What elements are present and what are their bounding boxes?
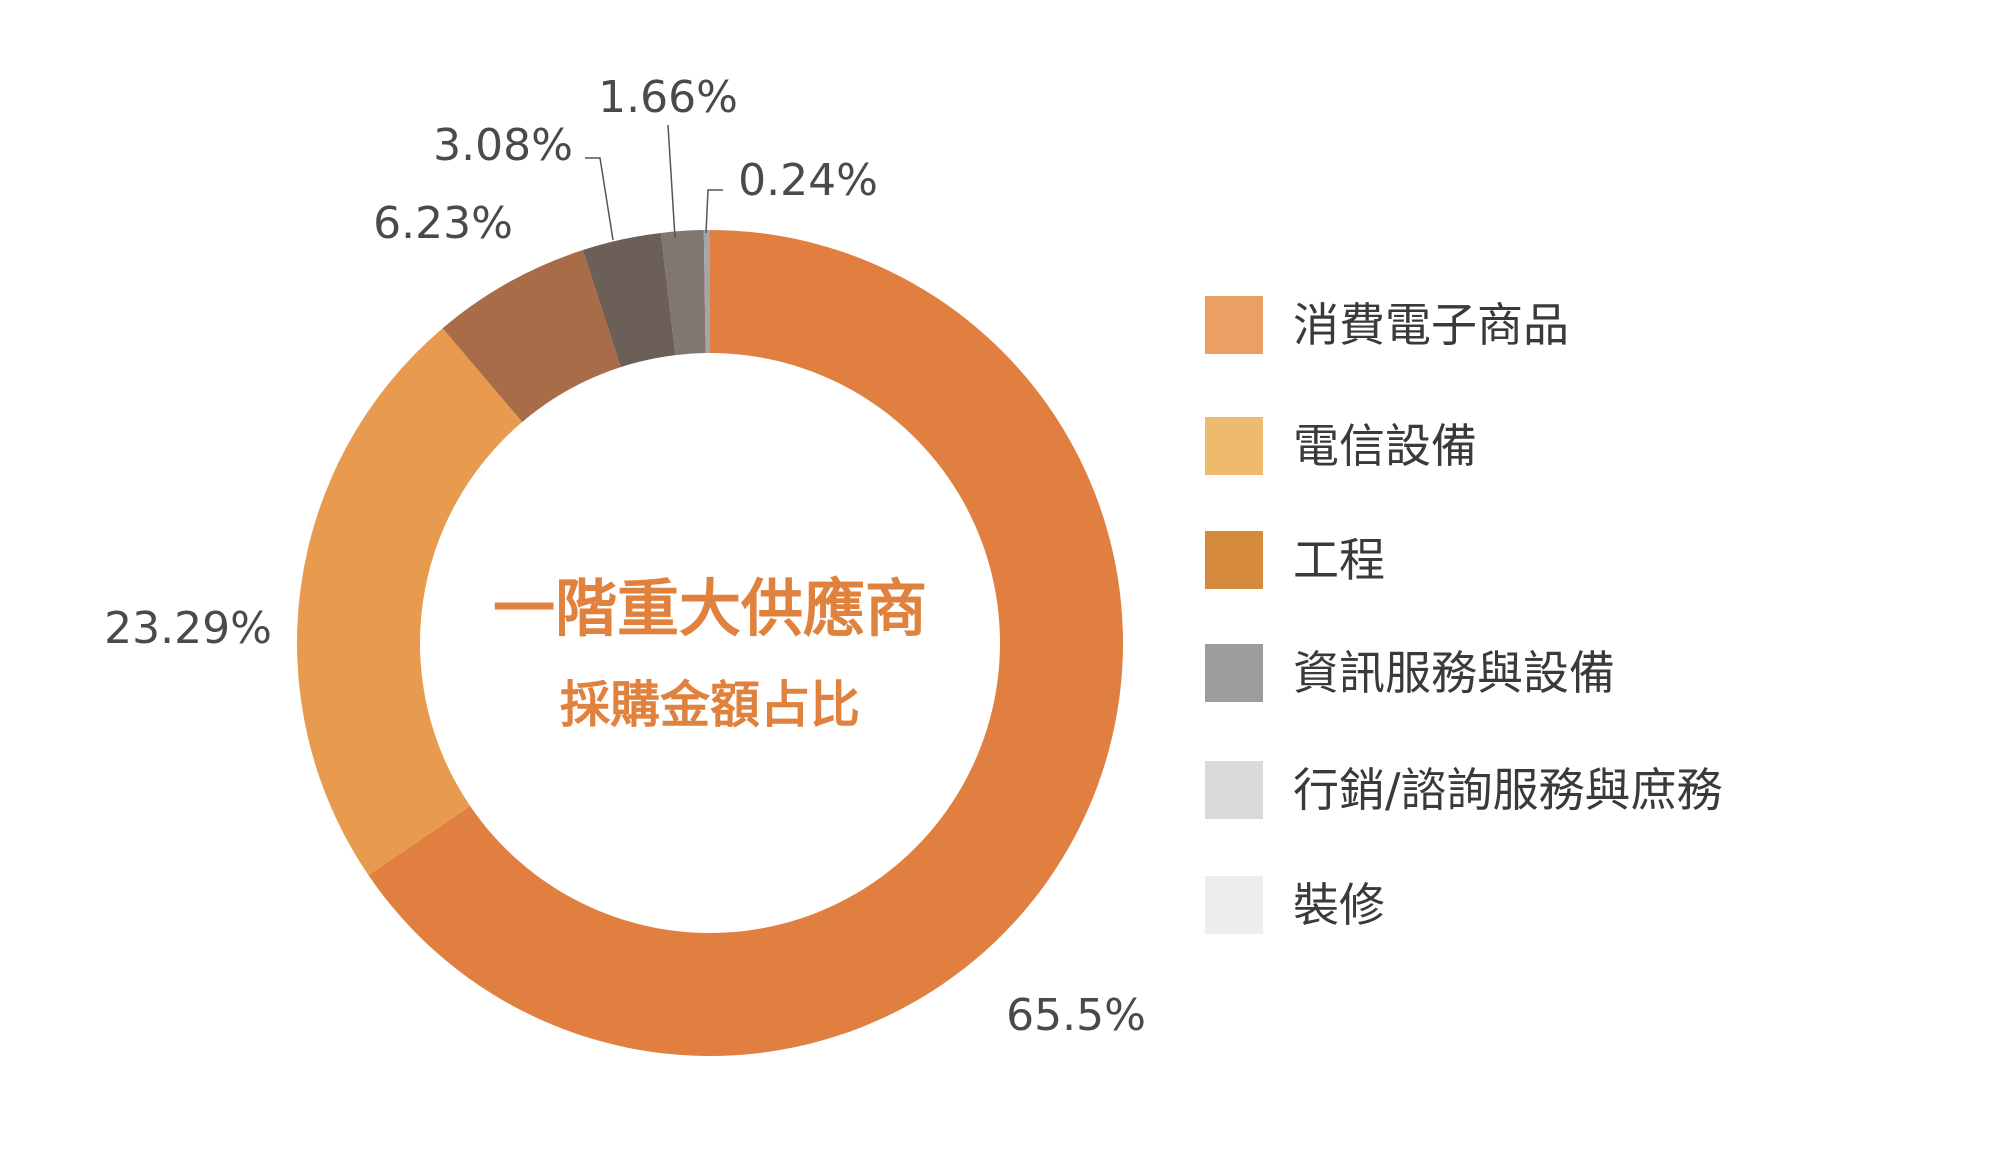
slice-3 [442, 250, 621, 423]
leader-line-6 [705, 189, 723, 234]
center-subtitle: 採購金額占比 [560, 676, 860, 734]
legend-swatch-1 [1205, 296, 1263, 354]
legend-label-5: 行銷/諮詢服務與庶務 [1293, 763, 1723, 817]
slice-4 [582, 232, 676, 368]
legend-label-1: 消費電子商品 [1293, 298, 1569, 352]
donut-slices [297, 230, 1123, 1056]
data-label-1: 65.5% [1006, 990, 1146, 1041]
slice-2 [297, 328, 523, 876]
legend-swatch-4 [1205, 644, 1263, 702]
legend-label-2: 電信設備 [1293, 419, 1477, 473]
data-label-2: 23.29% [104, 603, 272, 654]
legend-label-6: 裝修 [1293, 878, 1385, 932]
data-label-6: 0.24% [738, 155, 878, 206]
slice-6 [703, 230, 710, 354]
legend-swatch-2 [1205, 417, 1263, 475]
legend-label-4: 資訊服務與設備 [1293, 646, 1615, 700]
legend-swatch-5 [1205, 761, 1263, 819]
slice-1 [368, 230, 1123, 1056]
legend-label-3: 工程 [1293, 533, 1385, 587]
data-label-3: 6.23% [373, 198, 513, 249]
slice-5 [660, 230, 706, 356]
leader-line-4 [585, 157, 614, 241]
data-labels: 65.5% 23.29% 6.23% 3.08% 1.66%0.24% [104, 72, 1146, 1041]
legend-swatch-3 [1205, 531, 1263, 589]
center-title: 一階重大供應商 [493, 572, 927, 645]
data-label-4: 3.08% [433, 120, 573, 171]
leader-line-5 [667, 124, 676, 239]
leader-lines [585, 124, 723, 241]
legend-swatch-6 [1205, 876, 1263, 934]
data-label-5: 1.66% [598, 72, 738, 123]
